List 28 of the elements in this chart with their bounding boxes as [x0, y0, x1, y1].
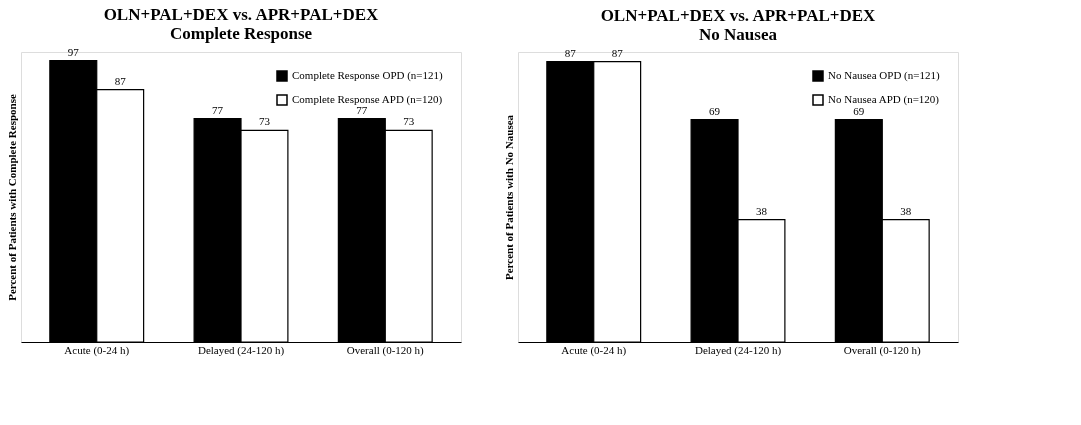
data-label: 69	[709, 104, 721, 117]
legend-label: Complete Response APD (n=120)	[292, 93, 443, 106]
y-axis-title: Percent of Patients with No Nausea	[502, 114, 515, 281]
x-tick-label: Acute (0-24 h)	[64, 343, 130, 357]
x-tick-label: Delayed (24-120 h)	[694, 343, 782, 357]
text: Complete Response	[169, 23, 313, 43]
data-label: 73	[403, 115, 415, 128]
x-tick-label: Delayed (24-120 h)	[197, 343, 285, 357]
x-tick-label: Overall (0-120 h)	[346, 343, 425, 357]
data-label: 38	[900, 204, 912, 217]
data-label: 87	[611, 46, 624, 59]
data-label: 87	[564, 46, 577, 59]
data-label: 77	[212, 103, 224, 116]
legend-label: No Nausea APD (n=120)	[828, 93, 940, 106]
data-label: 87	[114, 74, 127, 87]
legend-label: Complete Response OPD (n=121)	[292, 69, 444, 82]
data-label: 73	[258, 115, 271, 128]
x-tick-label: Overall (0-120 h)	[843, 343, 922, 357]
data-label: 77	[356, 103, 368, 116]
text: OLN+PAL+DEX vs. APR+PAL+DEX	[600, 5, 876, 25]
data-label: 38	[755, 204, 768, 217]
text: OLN+PAL+DEX vs. APR+PAL+DEX	[103, 4, 379, 24]
data-label: 69	[853, 104, 865, 117]
text: No Nausea	[699, 24, 777, 44]
legend-label: No Nausea OPD (n=121)	[828, 69, 940, 82]
y-axis-title: Percent of Patients with Complete Response	[5, 94, 18, 301]
x-tick-label: Acute (0-24 h)	[561, 343, 627, 357]
data-label: 97	[67, 45, 80, 58]
